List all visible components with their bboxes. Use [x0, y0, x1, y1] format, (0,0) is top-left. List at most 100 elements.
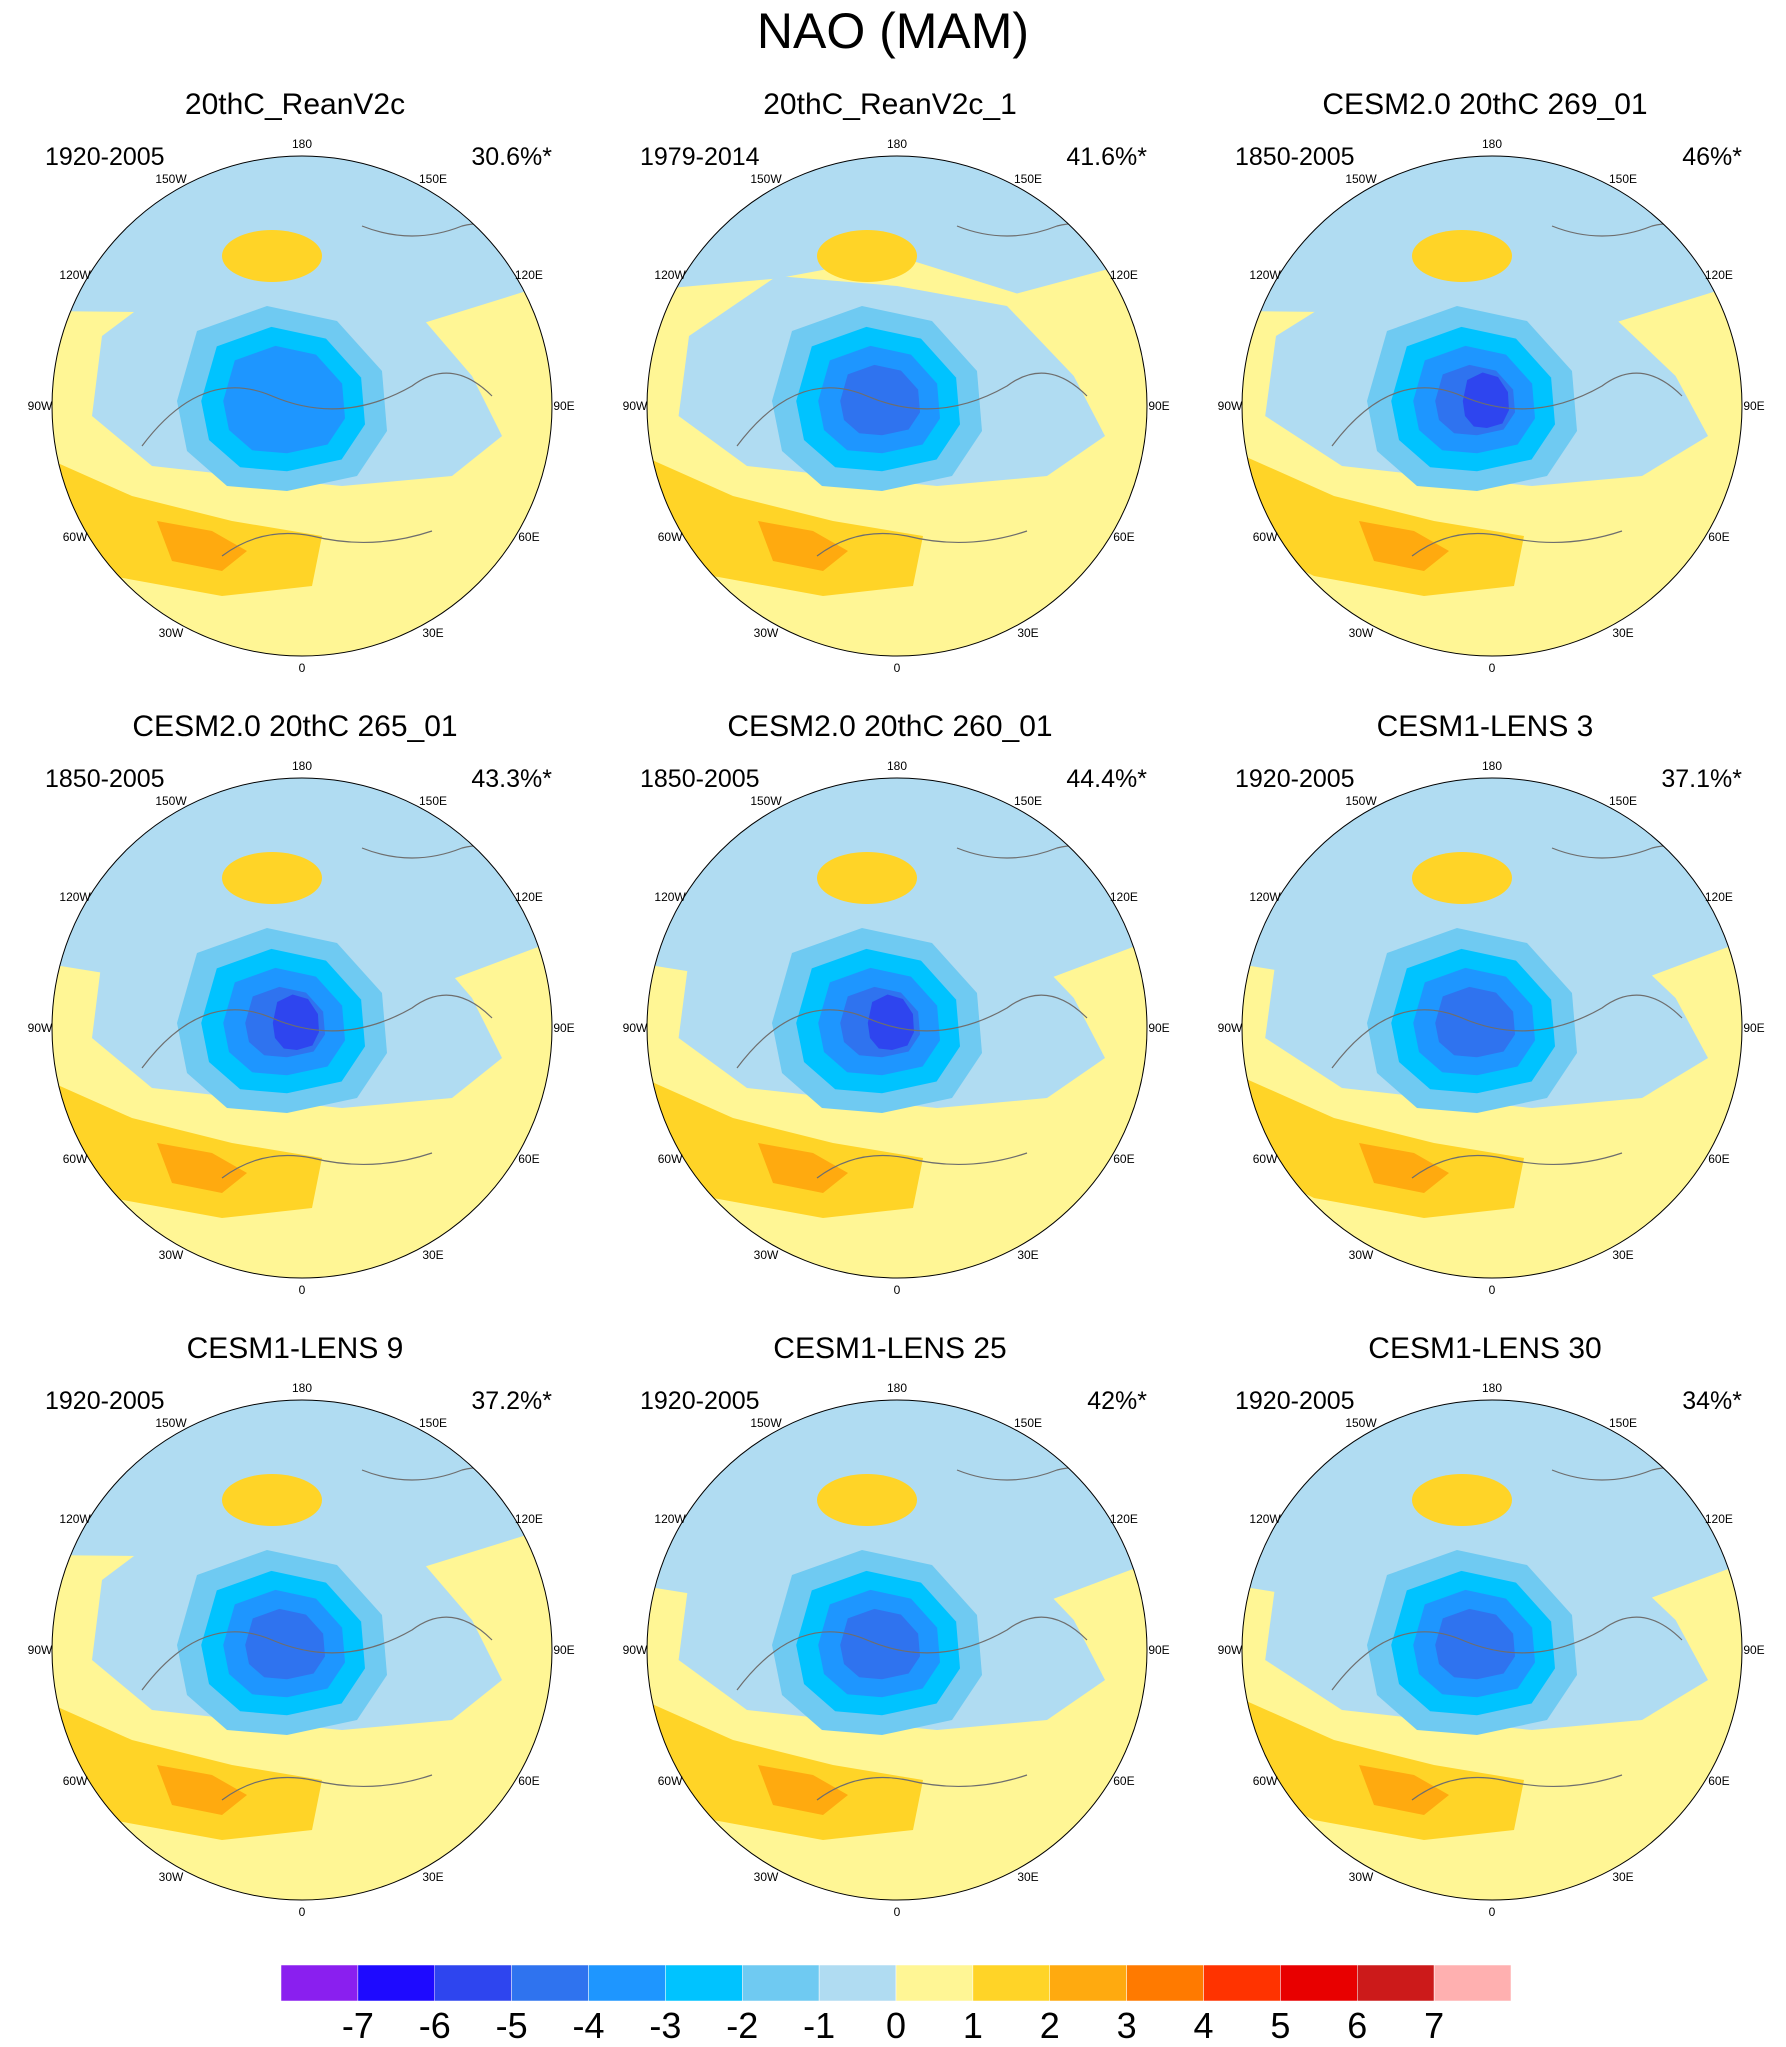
longitude-label: 30E — [1612, 1870, 1633, 1884]
longitude-label: 180 — [887, 759, 907, 773]
colorbar-swatch — [357, 1965, 435, 2001]
colorbar-swatch — [972, 1965, 1050, 2001]
panel-variance: 41.6%* — [1066, 143, 1147, 171]
longitude-label: 60W — [658, 530, 683, 544]
field-positive-lobe — [1359, 521, 1449, 571]
longitude-label: 90W — [623, 1643, 648, 1657]
longitude-label: 90W — [1218, 1643, 1243, 1657]
longitude-label: 30W — [754, 626, 779, 640]
colorbar-label: -6 — [418, 2005, 451, 2046]
longitude-label: 0 — [894, 1905, 901, 1919]
coastline — [141, 1616, 493, 1691]
longitude-label: 30W — [754, 1870, 779, 1884]
field-positive-lobe — [758, 521, 848, 571]
longitude-label: 90E — [1743, 1643, 1764, 1657]
colorbar-label: -2 — [726, 2005, 759, 2046]
longitude-label: 30W — [754, 1248, 779, 1262]
coastline — [1411, 1774, 1623, 1801]
polar-map: 180 150E 120E 90E 60E 30E 0 30W 60W 90W 120W 150W — [1218, 137, 1765, 675]
field-positive-lobe — [222, 852, 322, 904]
longitude-label: 120E — [515, 268, 543, 282]
panel-variance: 42%* — [1087, 1387, 1147, 1415]
field-positive-lobe — [1359, 1143, 1449, 1193]
panel-period: 1850-2005 — [640, 765, 760, 793]
panel-title: CESM2.0 20thC 265_01 — [132, 710, 458, 743]
page-title: NAO (MAM) — [756, 3, 1030, 59]
colorbar-swatch — [434, 1965, 512, 2001]
longitude-label: 120W — [1249, 890, 1281, 904]
polar-map: 180 150E 120E 90E 60E 30E 0 30W 60W 90W 120W 150W — [1218, 1381, 1765, 1919]
longitude-label: 30W — [1349, 626, 1374, 640]
panel-period: 1920-2005 — [640, 1387, 760, 1415]
colorbar-label: 4 — [1193, 2005, 1214, 2046]
longitude-label: 90W — [1218, 399, 1243, 413]
panel-title: CESM1-LENS 30 — [1368, 1332, 1602, 1365]
longitude-label: 120E — [1110, 890, 1138, 904]
longitude-label: 60W — [63, 530, 88, 544]
panel-variance: 37.1%* — [1661, 765, 1742, 793]
colorbar — [281, 1965, 1511, 2001]
coastline — [736, 372, 1088, 447]
longitude-label: 120W — [654, 1512, 686, 1526]
longitude-label: 180 — [887, 137, 907, 151]
longitude-label: 30W — [159, 1248, 184, 1262]
panel-title: 20thC_ReanV2c — [184, 88, 406, 121]
field-positive-lobe — [157, 521, 247, 571]
colorbar-swatch — [1049, 1965, 1127, 2001]
field-negative-core — [245, 1608, 325, 1680]
field-positive-lobe — [817, 230, 917, 282]
coastline — [1411, 1152, 1623, 1179]
longitude-label: 120W — [1249, 268, 1281, 282]
coastline — [1331, 372, 1683, 447]
colorbar-label: 2 — [1039, 2005, 1060, 2046]
polar-map: 180 150E 120E 90E 60E 30E 0 30W 60W 90W 120W 150W — [623, 137, 1170, 675]
panel-title: CESM2.0 20thC 260_01 — [727, 710, 1053, 743]
field-positive-lobe — [222, 230, 322, 282]
longitude-label: 150E — [1014, 794, 1042, 808]
longitude-label: 0 — [1489, 1283, 1496, 1297]
panel-variance: 30.6%* — [471, 143, 552, 171]
coastline — [221, 530, 433, 557]
panel-title: CESM1-LENS 3 — [1376, 710, 1594, 743]
longitude-label: 60E — [518, 530, 539, 544]
panel-title: CESM1-LENS 9 — [186, 1332, 404, 1365]
panel-period: 1920-2005 — [1235, 765, 1355, 793]
longitude-label: 150E — [1609, 1416, 1637, 1430]
polar-map: 180 150E 120E 90E 60E 30E 0 30W 60W 90W 120W 150W — [623, 759, 1170, 1297]
field-negative-core — [1435, 1608, 1515, 1680]
longitude-label: 90E — [1148, 399, 1169, 413]
longitude-label: 150W — [1345, 794, 1377, 808]
field-positive-lobe — [1412, 852, 1512, 904]
field-negative-core — [272, 994, 319, 1050]
longitude-label: 150W — [1345, 1416, 1377, 1430]
map-boundary — [646, 155, 1148, 657]
field-positive-lobe — [758, 1143, 848, 1193]
colorbar-swatch — [1433, 1965, 1511, 2001]
longitude-label: 90E — [553, 1021, 574, 1035]
longitude-label: 60W — [658, 1152, 683, 1166]
coastline — [816, 1152, 1028, 1179]
longitude-label: 0 — [299, 661, 306, 675]
panel-variance: 44.4%* — [1066, 765, 1147, 793]
polar-map: 180 150E 120E 90E 60E 30E 0 30W 60W 90W 120W 150W — [28, 1381, 575, 1919]
coastline — [221, 1774, 433, 1801]
map-panel: CESM1-LENS 9 1920-2005 37.2%* 180 150E 120… — [0, 1332, 590, 1952]
longitude-label: 60E — [1113, 1774, 1134, 1788]
longitude-label: 150E — [419, 794, 447, 808]
longitude-label: 120E — [515, 890, 543, 904]
colorbar-swatch — [281, 1965, 359, 2001]
longitude-label: 120E — [1705, 1512, 1733, 1526]
longitude-label: 120W — [59, 890, 91, 904]
longitude-label: 0 — [1489, 1905, 1496, 1919]
coastline — [141, 372, 493, 447]
colorbar-label: -7 — [341, 2005, 374, 2046]
colorbar-label: -3 — [649, 2005, 682, 2046]
longitude-label: 150E — [1014, 172, 1042, 186]
panel-variance: 46%* — [1682, 143, 1742, 171]
map-boundary — [1241, 155, 1743, 657]
longitude-label: 90E — [553, 1643, 574, 1657]
longitude-label: 120E — [1705, 268, 1733, 282]
map-boundary — [51, 155, 553, 657]
longitude-label: 30E — [422, 1248, 443, 1262]
field-positive-lobe — [817, 1474, 917, 1526]
